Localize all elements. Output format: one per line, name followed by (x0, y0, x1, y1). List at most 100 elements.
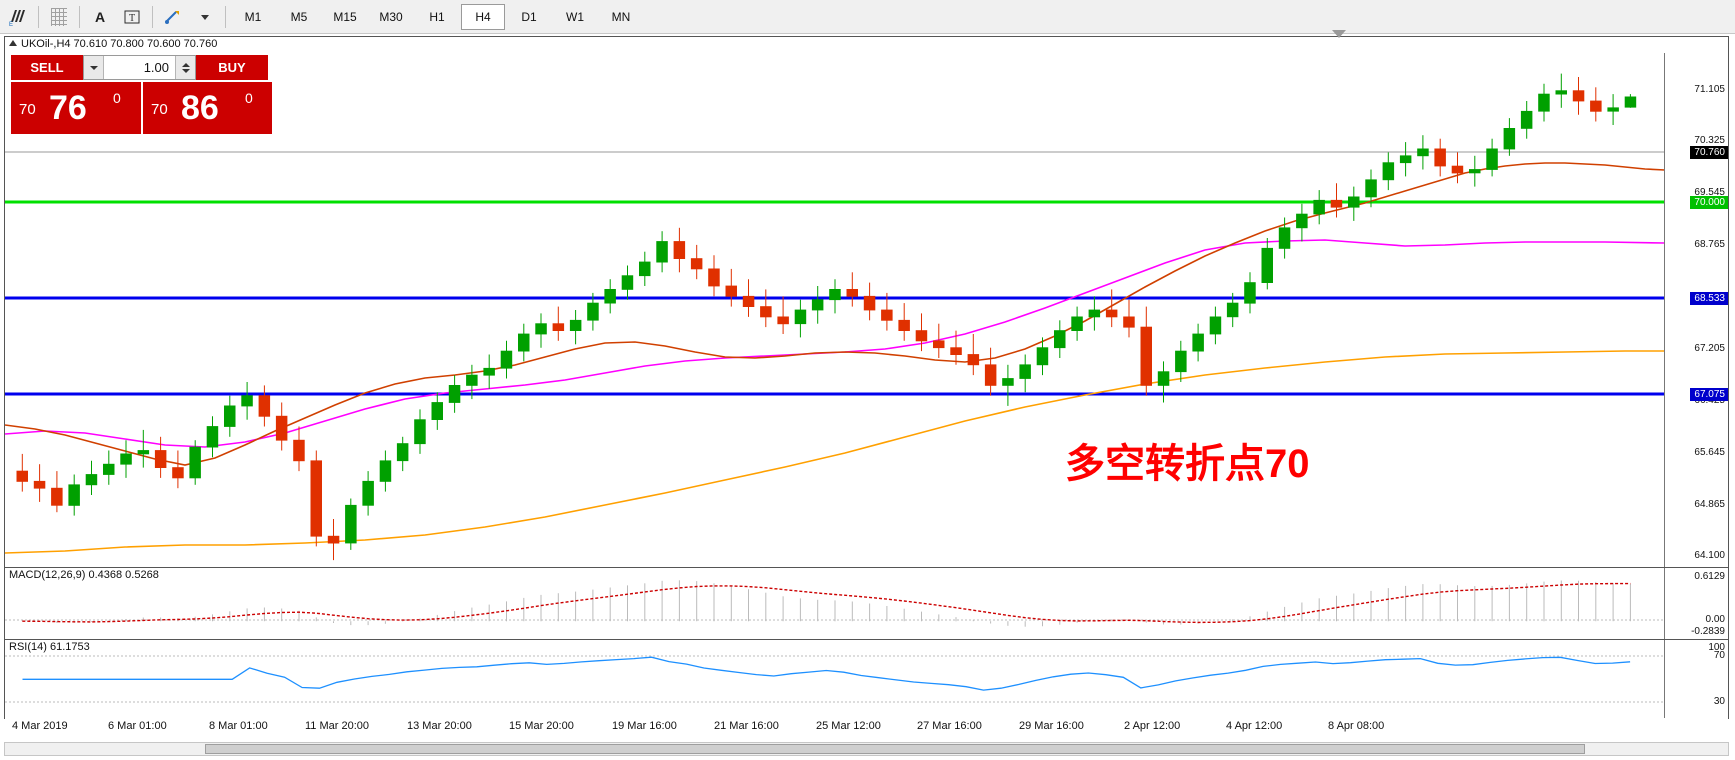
scrollbar-thumb[interactable] (205, 744, 1585, 754)
volume-stepper[interactable]: 1.00 (83, 55, 196, 80)
timeframe-m5[interactable]: M5 (290, 9, 308, 24)
macd-signal-line (22, 582, 1631, 624)
trade-panel-top-row: SELL 1.00 BUY (11, 55, 272, 80)
buy-price-prefix: 70 (151, 101, 168, 118)
macd-panel: MACD(12,26,9) 0.4368 0.5268 0.6129 0.00 … (5, 567, 1728, 640)
macd-tick: 0.6129 (1694, 571, 1725, 582)
rsi-title: RSI(14) 61.1753 (9, 641, 90, 653)
sell-button[interactable]: SELL (11, 55, 83, 80)
toolbar: E A T M1 M5 M15 M30 H1 H4 (0, 0, 1735, 34)
time-tick: 15 Mar 20:00 (509, 720, 574, 732)
time-tick: 13 Mar 20:00 (407, 720, 472, 732)
symbol-ohlc-text: UKOil-,H4 70.610 70.800 70.600 70.760 (21, 38, 218, 50)
macd-svg (5, 580, 1665, 627)
time-tick: 4 Apr 12:00 (1226, 720, 1283, 732)
macd-axis: 0.6129 0.00 -0.2839 (1664, 568, 1728, 639)
rsi-tick: 70 (1713, 650, 1725, 661)
time-tick: 29 Mar 16:00 (1019, 720, 1084, 732)
chart-scroll-marker-icon (1332, 30, 1346, 38)
time-tick: 2 Apr 12:00 (1124, 720, 1181, 732)
rsi-tick: 100 (1708, 642, 1725, 653)
time-tick: 6 Mar 01:00 (108, 720, 167, 732)
chart-annotation-text: 多空转折点70 (1065, 442, 1310, 486)
volume-dropdown-icon[interactable] (84, 56, 104, 79)
macd-tick: -0.2839 (1691, 626, 1725, 637)
macd-title: MACD(12,26,9) 0.4368 0.5268 (9, 569, 159, 581)
buy-button[interactable]: BUY (196, 55, 268, 80)
price-tag-level-70: 70.000 (1690, 196, 1728, 209)
rsi-tick: 30 (1713, 696, 1725, 707)
time-tick: 11 Mar 20:00 (305, 720, 370, 732)
horizontal-scrollbar[interactable] (4, 742, 1729, 756)
time-axis: 4 Mar 2019 6 Mar 01:00 8 Mar 01:00 11 Ma… (4, 720, 1729, 738)
rsi-axis: 100 70 30 (1664, 640, 1728, 718)
timeframe-w1[interactable]: W1 (566, 9, 584, 24)
svg-text:T: T (129, 13, 135, 24)
time-tick: 19 Mar 16:00 (612, 720, 677, 732)
time-tick: 4 Mar 2019 (12, 720, 68, 732)
volume-spinner[interactable] (175, 56, 195, 79)
one-click-trading-panel[interactable]: SELL 1.00 BUY 70 (11, 55, 272, 135)
price-panel: 71.105 70.325 69.545 68.765 67.985 67.20… (5, 53, 1728, 567)
volume-value[interactable]: 1.00 (143, 60, 169, 75)
ma-mid-magenta-line (5, 239, 1665, 448)
time-tick: 25 Mar 12:00 (816, 720, 881, 732)
price-tick: 64.865 (1694, 499, 1725, 510)
price-tick: 71.105 (1694, 84, 1725, 95)
sell-price-prefix: 70 (19, 101, 36, 118)
crosshair-tool-icon[interactable] (157, 4, 189, 30)
chart-frame[interactable]: UKOil-,H4 70.610 70.800 70.600 70.760 (4, 36, 1729, 719)
time-tick: 8 Mar 01:00 (209, 720, 268, 732)
price-axis[interactable]: 71.105 70.325 69.545 68.765 67.985 67.20… (1664, 53, 1728, 567)
metaeditor-icon[interactable]: E (2, 4, 34, 30)
sell-price-sup: 0 (113, 90, 121, 106)
toolbar-separator (152, 5, 153, 28)
timeframe-mn[interactable]: MN (611, 9, 631, 24)
buy-price-main: 86 (181, 89, 219, 127)
text-tool-icon[interactable]: A (94, 8, 106, 25)
sell-price-main: 76 (49, 89, 87, 127)
timeframe-m30[interactable]: M30 (379, 9, 403, 24)
price-tick: 65.645 (1694, 447, 1725, 458)
buy-price-sup: 0 (245, 90, 253, 106)
time-tick: 27 Mar 16:00 (917, 720, 982, 732)
rsi-panel: RSI(14) 61.1753 100 70 30 (5, 639, 1728, 719)
macd-tick: 0.00 (1705, 614, 1725, 625)
time-tick: 21 Mar 16:00 (714, 720, 779, 732)
timeframe-d1[interactable]: D1 (521, 9, 537, 24)
price-tag-level-67075: 67.075 (1690, 388, 1728, 401)
label-tool-icon[interactable]: T (116, 4, 148, 30)
timeframe-h1[interactable]: H1 (429, 9, 445, 24)
price-chart-svg (5, 73, 1665, 561)
ma-fast-red-line (5, 162, 1665, 466)
rsi-line (22, 656, 1631, 691)
rsi-plot[interactable] (5, 640, 1665, 718)
toolbar-separator (225, 5, 226, 28)
timeframe-h4[interactable]: H4 (461, 3, 505, 30)
price-tick: 69.545 (1694, 187, 1725, 198)
symbol-info-bar: UKOil-,H4 70.610 70.800 70.600 70.760 (5, 37, 221, 54)
price-tag-level-68533: 68.533 (1690, 292, 1728, 305)
sell-price-box[interactable]: 70 76 0 (11, 82, 141, 134)
price-tick: 67.205 (1694, 343, 1725, 354)
price-tick: 64.100 (1694, 550, 1725, 561)
price-tick: 68.765 (1694, 239, 1725, 250)
trade-panel-price-row: 70 76 0 70 86 0 (11, 82, 272, 134)
macd-plot[interactable] (5, 568, 1665, 639)
rsi-svg (5, 655, 1665, 703)
price-tag-last: 70.760 (1690, 146, 1728, 159)
grip-icon[interactable] (43, 4, 75, 30)
timeframe-m1[interactable]: M1 (244, 9, 262, 24)
time-tick: 8 Apr 08:00 (1328, 720, 1385, 732)
buy-price-box[interactable]: 70 86 0 (143, 82, 272, 134)
timeframe-m15[interactable]: M15 (333, 9, 357, 24)
toolbar-separator (79, 5, 80, 28)
price-plot[interactable] (5, 53, 1665, 567)
ma-slow-orange-line (5, 350, 1665, 554)
svg-text:E: E (9, 22, 13, 27)
triangle-up-icon (9, 40, 17, 46)
toolbar-separator (38, 5, 39, 28)
candlestick-series (16, 73, 1637, 561)
chevron-down-icon[interactable] (189, 4, 221, 30)
